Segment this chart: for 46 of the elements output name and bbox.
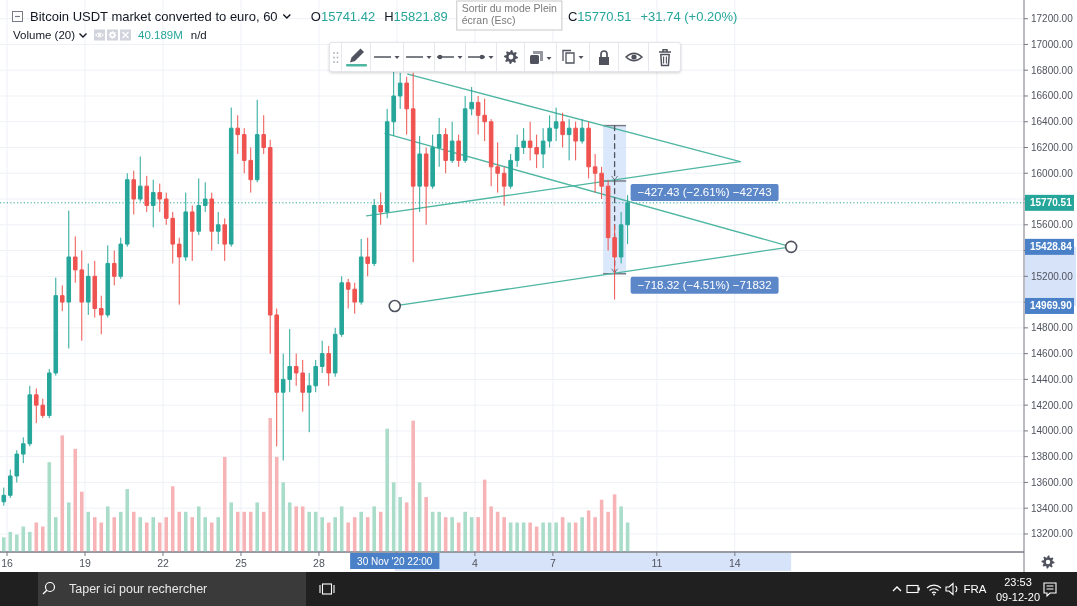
text: FRA [963, 583, 987, 595]
x-tick-label: 7 [549, 557, 556, 569]
y-tick-label: 13800.00 [1031, 451, 1074, 463]
y-tick-label: 14800.00 [1031, 322, 1074, 334]
annotation: H15821.89 [384, 9, 448, 24]
y-tick-label: 16800.00 [1031, 64, 1074, 76]
y-tick-label: 13400.00 [1031, 502, 1074, 514]
y-tick-label: 17200.00 [1031, 13, 1074, 25]
y-tick-label: 14400.00 [1031, 373, 1074, 385]
x-tick-label: 25 [235, 557, 247, 569]
ref-line-label: 15770.51 [1030, 197, 1073, 209]
y-tick-label: 17000.00 [1031, 38, 1074, 50]
y-tick-label: 15600.00 [1031, 219, 1074, 231]
y-tick-label: 14200.00 [1031, 399, 1074, 411]
y-tick-label: 13600.00 [1031, 476, 1074, 488]
y-tick-label: 14000.00 [1031, 425, 1074, 437]
annotation: 40.189M [138, 29, 183, 41]
x-tick-label: 22 [157, 557, 169, 569]
y-tick-label: 16400.00 [1031, 116, 1074, 128]
x-tick-label: 16 [1, 557, 14, 569]
annotation: O15741.42 [310, 9, 376, 24]
x-tick-label: 11 [651, 557, 663, 569]
x-tick-label: 19 [79, 557, 92, 569]
annotation: n/d [190, 29, 207, 41]
x-tick-label: 4 [471, 557, 478, 569]
y-tick-label: 15200.00 [1031, 270, 1074, 282]
text: 14969.90 [1030, 300, 1073, 312]
text: 30 Nov '20 22:00 [357, 556, 433, 567]
y-tick-label: 16000.00 [1031, 167, 1074, 179]
y-tick-label: 14600.00 [1031, 348, 1074, 360]
y-tick-label: 16200.00 [1031, 142, 1074, 153]
annotation: −718.32 (−4.51%) −71832 [637, 279, 772, 292]
text: 23:53 [1004, 576, 1032, 588]
annotation: −427.43 (−2.61%) −42743 [637, 186, 772, 199]
chart-title: Volume (20) [13, 29, 76, 41]
y-tick-label: 16600.00 [1031, 90, 1074, 102]
text: 15428.84 [1030, 241, 1073, 253]
annotation: +31.74 (+0.20%) [640, 9, 738, 24]
annotation: Sortir du mode Plein écran (Esc) [461, 2, 558, 26]
y-tick-label: 13200.00 [1031, 528, 1074, 540]
x-tick-label: 28 [313, 557, 325, 569]
annotation: C15770.51 [567, 9, 632, 24]
x-tick-label: 14 [728, 557, 741, 569]
text: 09-12-20 [995, 591, 1041, 603]
text: Bitcoin USDT market converted to euro, 60 [30, 9, 278, 24]
text: Taper ici pour rechercher [69, 582, 208, 596]
